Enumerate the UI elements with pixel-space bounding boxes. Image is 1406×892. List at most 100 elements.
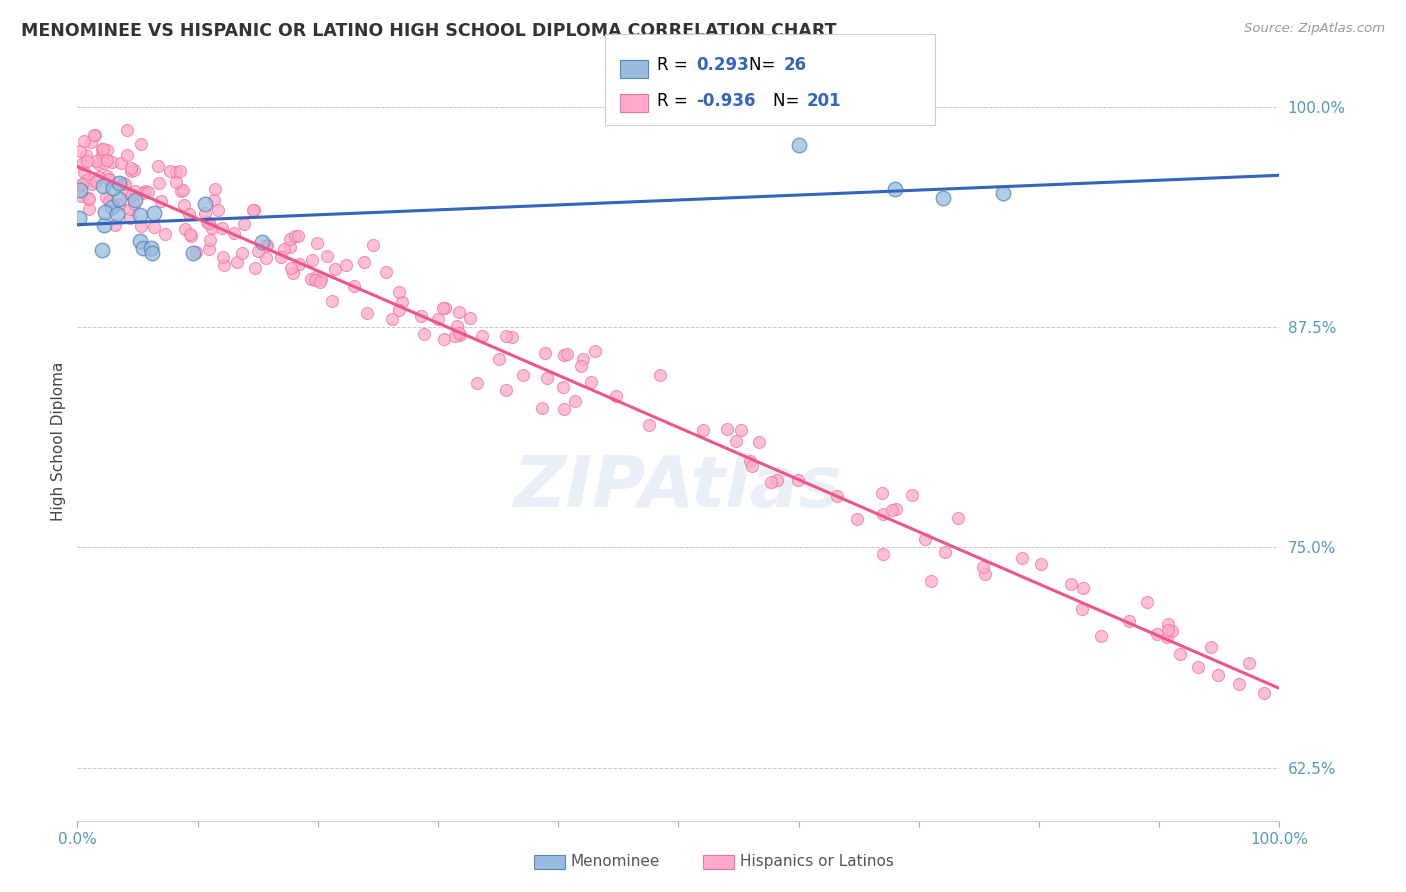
Point xyxy=(179,207,201,221)
Point xyxy=(131,241,153,255)
Point xyxy=(110,156,132,170)
Point xyxy=(115,123,138,137)
Point xyxy=(181,246,204,260)
Point xyxy=(692,423,714,437)
Point xyxy=(97,173,120,187)
Point xyxy=(146,160,169,174)
Point xyxy=(724,434,747,448)
Point xyxy=(304,273,326,287)
Point xyxy=(90,244,112,258)
Point xyxy=(73,134,96,148)
Point xyxy=(533,346,555,360)
Point xyxy=(1070,602,1092,616)
Point xyxy=(232,217,254,231)
Point xyxy=(134,184,156,198)
Point xyxy=(159,164,181,178)
Point xyxy=(1157,616,1180,631)
Text: Menominee: Menominee xyxy=(571,855,661,869)
Point xyxy=(1031,557,1053,571)
Point xyxy=(169,164,191,178)
Point xyxy=(82,177,104,191)
Point xyxy=(108,193,131,207)
Point xyxy=(84,174,107,188)
Point xyxy=(101,200,124,214)
Point xyxy=(96,169,118,183)
Point xyxy=(323,262,346,277)
Text: N=: N= xyxy=(749,56,780,74)
Point xyxy=(93,218,115,232)
Point xyxy=(434,301,457,315)
Point xyxy=(991,186,1014,200)
Text: Hispanics or Latinos: Hispanics or Latinos xyxy=(740,855,893,869)
Text: 26: 26 xyxy=(783,56,806,74)
Point xyxy=(222,227,245,241)
Point xyxy=(458,311,481,326)
Point xyxy=(388,285,411,300)
Point xyxy=(128,235,150,249)
Point xyxy=(173,198,195,212)
Point xyxy=(131,136,153,151)
Point xyxy=(120,161,142,175)
Point xyxy=(553,401,575,416)
Point xyxy=(254,251,277,265)
Point xyxy=(242,202,264,217)
Point xyxy=(759,475,782,489)
Point xyxy=(388,303,411,318)
Point xyxy=(1090,629,1112,643)
Point xyxy=(343,279,366,293)
Text: -0.936: -0.936 xyxy=(696,92,755,110)
Point xyxy=(201,220,224,235)
Point xyxy=(884,501,907,516)
Point xyxy=(920,574,942,589)
Point xyxy=(409,309,432,323)
Point xyxy=(173,222,195,236)
Point xyxy=(194,196,217,211)
Point xyxy=(94,205,117,219)
Point xyxy=(124,193,146,207)
Point xyxy=(579,375,602,389)
Point xyxy=(98,194,121,208)
Point xyxy=(825,490,848,504)
Point xyxy=(198,233,221,247)
Point xyxy=(80,135,103,149)
Point xyxy=(449,326,471,341)
Point xyxy=(512,368,534,382)
Point xyxy=(716,422,738,436)
Point xyxy=(270,250,292,264)
Text: R =: R = xyxy=(657,92,693,110)
Point xyxy=(335,258,357,272)
Point xyxy=(972,560,994,574)
Point xyxy=(212,250,235,264)
Point xyxy=(536,371,558,385)
Point xyxy=(914,533,936,547)
Point xyxy=(98,171,121,186)
Text: 0.293: 0.293 xyxy=(696,56,749,74)
Point xyxy=(186,245,208,260)
Point xyxy=(278,232,301,246)
Point xyxy=(564,393,586,408)
Point xyxy=(870,486,893,500)
Point xyxy=(679,99,702,113)
Point xyxy=(77,191,100,205)
Point xyxy=(433,332,456,346)
Point xyxy=(1160,624,1182,639)
Point xyxy=(321,294,343,309)
Point xyxy=(124,184,146,198)
Point xyxy=(96,190,118,204)
Point xyxy=(90,148,112,162)
Point xyxy=(353,255,375,269)
Point xyxy=(129,219,152,233)
Point xyxy=(76,154,98,169)
Point xyxy=(501,330,523,344)
Point xyxy=(83,128,105,142)
Point xyxy=(212,258,235,272)
Point xyxy=(1206,667,1229,681)
Point xyxy=(555,347,578,361)
Point xyxy=(165,165,187,179)
Point xyxy=(381,312,404,326)
Point xyxy=(204,182,226,196)
Point xyxy=(605,389,627,403)
Point xyxy=(75,147,97,161)
Point xyxy=(198,243,221,257)
Point xyxy=(1187,660,1209,674)
